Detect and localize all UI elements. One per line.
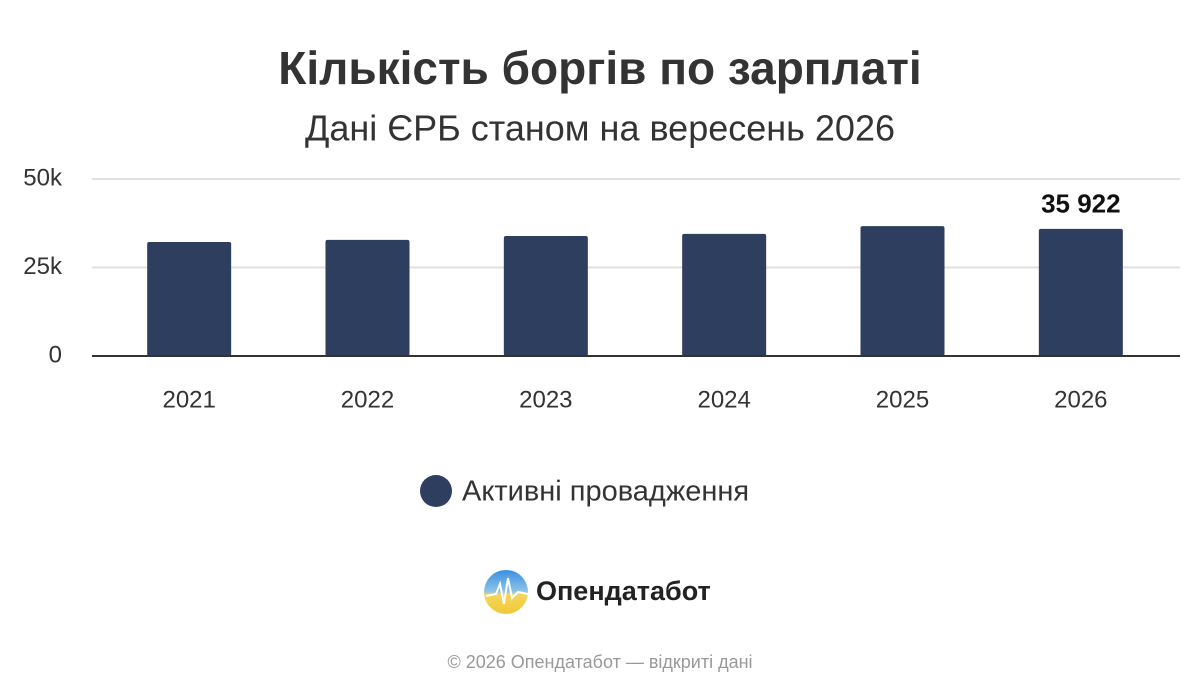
bar xyxy=(682,233,767,356)
value-label: 35 922 xyxy=(1041,189,1121,219)
logo-wave xyxy=(485,577,529,605)
bar xyxy=(147,242,232,356)
bar xyxy=(1038,228,1123,356)
logo-text: Опендатабот xyxy=(536,576,711,606)
bar xyxy=(325,239,410,356)
x-tick-label: 2026 xyxy=(1054,386,1107,413)
x-tick-label: 2024 xyxy=(697,386,750,413)
x-tick-label: 2025 xyxy=(876,386,929,413)
bar xyxy=(860,226,945,356)
y-tick-label: 0 xyxy=(49,341,62,368)
legend-marker xyxy=(420,475,452,507)
bar xyxy=(503,235,588,356)
footer: © 2026 Опендатабот — відкриті дані xyxy=(447,652,752,672)
y-tick-label: 25k xyxy=(23,253,63,280)
x-tick-label: 2023 xyxy=(519,386,572,413)
x-tick-label: 2022 xyxy=(341,386,394,413)
x-tick-label: 2021 xyxy=(162,386,215,413)
chart-title: Кількість боргів по зарплаті xyxy=(278,42,921,94)
y-tick-label: 50k xyxy=(23,164,63,191)
legend-label: Активні провадження xyxy=(462,476,749,508)
chart-subtitle: Дані ЄРБ станом на вересень 2026 xyxy=(305,108,895,149)
